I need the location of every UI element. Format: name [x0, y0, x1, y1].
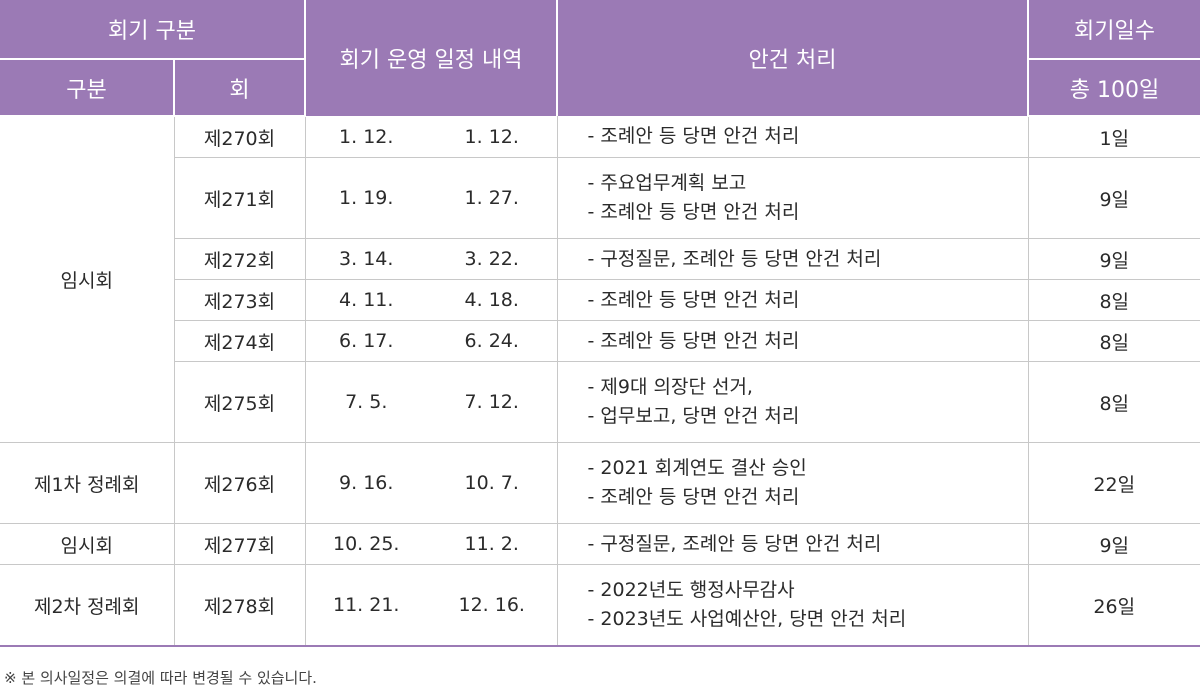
table-row: 제2차 정례회 제278회 11. 21. 12. 16. - 2022년도 행…	[0, 564, 1200, 647]
days-cell: 22일	[1027, 442, 1200, 524]
group-cell: 임시회	[0, 523, 174, 565]
agenda-item: - 업무보고, 당면 안건 처리	[587, 405, 800, 427]
end-date-cell: 11. 2.	[427, 523, 557, 565]
end-date-cell: 10. 7.	[427, 442, 557, 524]
days-cell: 9일	[1027, 157, 1200, 239]
agenda-cell: - 조례안 등 당면 안건 처리	[556, 279, 1028, 321]
agenda-item: - 제9대 의장단 선거,	[587, 376, 753, 398]
table-row: 제275회 7. 5. 7. 12. - 제9대 의장단 선거, - 업무보고,…	[0, 361, 1200, 443]
group-cell: 제2차 정례회	[0, 564, 174, 647]
agenda-item: - 2022년도 행정사무감사	[587, 579, 795, 601]
end-date-cell: 12. 16.	[427, 564, 557, 647]
session-cell: 제277회	[173, 523, 305, 565]
days-cell: 1일	[1027, 116, 1200, 158]
session-cell: 제272회	[173, 238, 305, 280]
start-date-cell: 1. 19.	[304, 157, 427, 239]
start-date-cell: 6. 17.	[304, 320, 427, 362]
session-cell: 제276회	[173, 442, 305, 524]
days-cell: 9일	[1027, 523, 1200, 565]
end-date-cell: 4. 18.	[427, 279, 557, 321]
table-row: 제271회 1. 19. 1. 27. - 주요업무계획 보고 - 조례안 등 …	[0, 157, 1200, 239]
agenda-cell: - 2021 회계연도 결산 승인 - 조례안 등 당면 안건 처리	[556, 442, 1028, 524]
start-date-cell: 9. 16.	[304, 442, 427, 524]
agenda-item: - 조례안 등 당면 안건 처리	[587, 125, 800, 147]
agenda-cell: - 조례안 등 당면 안건 처리	[556, 320, 1028, 362]
days-cell: 8일	[1027, 361, 1200, 443]
header-total-days: 총 100일	[1027, 59, 1200, 117]
session-cell: 제278회	[173, 564, 305, 647]
agenda-cell: - 조례안 등 당면 안건 처리	[556, 116, 1028, 158]
start-date-cell: 7. 5.	[304, 361, 427, 443]
session-cell: 제275회	[173, 361, 305, 443]
table-header: 회기 구분 회기 운영 일정 내역 안건 처리 회기일수 구분 회 총 100일	[0, 0, 1200, 117]
table-row: 임시회 제270회 1. 12. 1. 12. - 조례안 등 당면 안건 처리…	[0, 116, 1200, 443]
header-session-group: 회기 구분	[0, 0, 305, 60]
days-cell: 8일	[1027, 320, 1200, 362]
agenda-item: - 조례안 등 당면 안건 처리	[587, 201, 800, 223]
end-date-cell: 1. 27.	[427, 157, 557, 239]
days-cell: 9일	[1027, 238, 1200, 280]
start-date-cell: 11. 21.	[304, 564, 427, 647]
session-cell: 제274회	[173, 320, 305, 362]
agenda-item: - 조례안 등 당면 안건 처리	[587, 486, 800, 508]
table-row: 제274회 6. 17. 6. 24. - 조례안 등 당면 안건 처리 8일	[0, 320, 1200, 362]
header-session-no: 회	[173, 59, 305, 117]
start-date-cell: 3. 14.	[304, 238, 427, 280]
agenda-item: - 조례안 등 당면 안건 처리	[587, 288, 800, 311]
start-date-cell: 10. 25.	[304, 523, 427, 565]
table-body: 임시회 제270회 1. 12. 1. 12. - 조례안 등 당면 안건 처리…	[0, 116, 1200, 647]
end-date-cell: 3. 22.	[427, 238, 557, 280]
start-date-cell: 1. 12.	[304, 116, 427, 158]
table-row: 임시회 제277회 10. 25. 11. 2. - 구정질문, 조례안 등 당…	[0, 523, 1200, 565]
agenda-item: - 구정질문, 조례안 등 당면 안건 처리	[587, 247, 882, 270]
session-cell: 제273회	[173, 279, 305, 321]
group-cell: 임시회	[0, 116, 174, 443]
agenda-item: - 구정질문, 조례안 등 당면 안건 처리	[587, 532, 882, 555]
table-row: 제273회 4. 11. 4. 18. - 조례안 등 당면 안건 처리 8일	[0, 279, 1200, 321]
header-days: 회기일수	[1027, 0, 1200, 60]
end-date-cell: 6. 24.	[427, 320, 557, 362]
start-date-cell: 4. 11.	[304, 279, 427, 321]
agenda-cell: - 제9대 의장단 선거, - 업무보고, 당면 안건 처리	[556, 361, 1028, 443]
end-date-cell: 1. 12.	[427, 116, 557, 158]
header-type: 구분	[0, 59, 174, 117]
footnote: ※ 본 의사일정은 의결에 따라 변경될 수 있습니다.	[4, 669, 317, 687]
table-row: 제1차 정례회 제276회 9. 16. 10. 7. - 2021 회계연도 …	[0, 442, 1200, 524]
session-cell: 제271회	[173, 157, 305, 239]
days-cell: 8일	[1027, 279, 1200, 321]
agenda-cell: - 구정질문, 조례안 등 당면 안건 처리	[556, 238, 1028, 280]
agenda-cell: - 구정질문, 조례안 등 당면 안건 처리	[556, 523, 1028, 565]
table-row: 제272회 3. 14. 3. 22. - 구정질문, 조례안 등 당면 안건 …	[0, 238, 1200, 280]
agenda-item: - 2021 회계연도 결산 승인	[587, 457, 807, 479]
session-schedule-table: 회기 구분 회기 운영 일정 내역 안건 처리 회기일수 구분 회 총 100일…	[0, 0, 1200, 647]
header-agenda: 안건 처리	[556, 0, 1028, 116]
group-cell: 제1차 정례회	[0, 442, 174, 524]
days-cell: 26일	[1027, 564, 1200, 647]
end-date-cell: 7. 12.	[427, 361, 557, 443]
agenda-cell: - 2022년도 행정사무감사 - 2023년도 사업예산안, 당면 안건 처리	[556, 564, 1028, 647]
agenda-item: - 2023년도 사업예산안, 당면 안건 처리	[587, 608, 907, 630]
agenda-item: - 조례안 등 당면 안건 처리	[587, 329, 800, 352]
session-cell: 제270회	[173, 116, 305, 158]
agenda-cell: - 주요업무계획 보고 - 조례안 등 당면 안건 처리	[556, 157, 1028, 239]
agenda-item: - 주요업무계획 보고	[587, 172, 747, 194]
header-schedule: 회기 운영 일정 내역	[304, 0, 557, 116]
